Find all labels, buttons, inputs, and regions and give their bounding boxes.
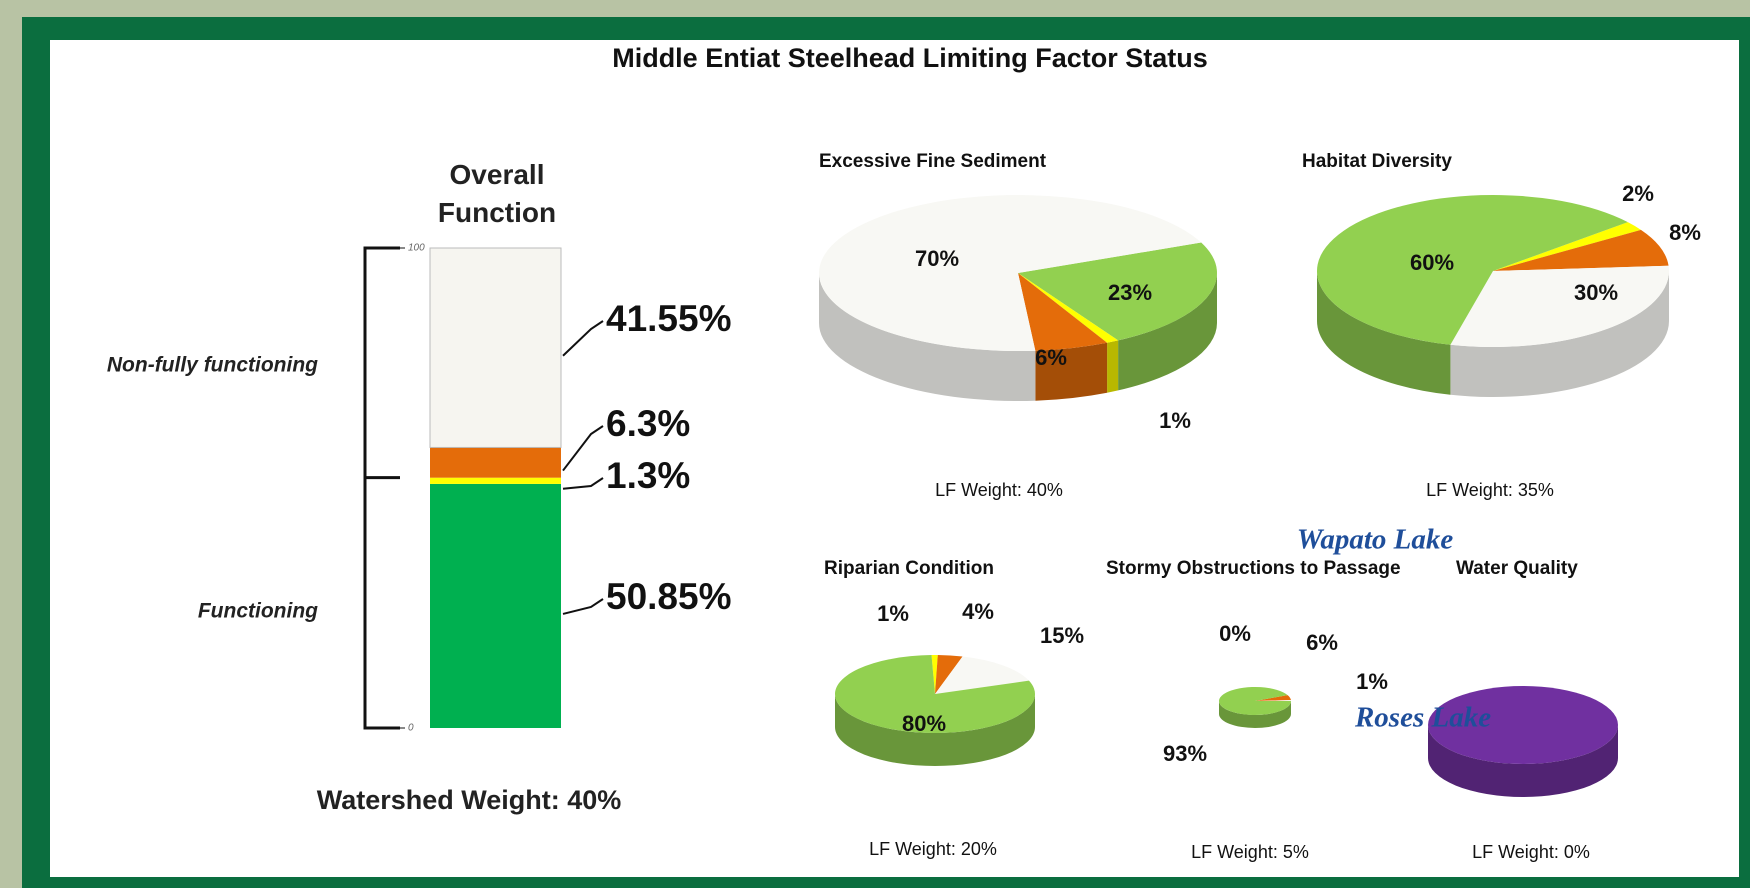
value-label: 0% [1219, 621, 1251, 646]
value-label: 15% [1040, 623, 1084, 648]
pie-side [1118, 273, 1217, 391]
pie-title: Water Quality [1456, 558, 1578, 579]
pie-side [1035, 342, 1108, 401]
value-label: 1.3% [606, 455, 690, 496]
bar-segment [430, 447, 561, 478]
pie-slice [935, 655, 963, 694]
value-label: 30% [1574, 280, 1618, 305]
pie-side [1428, 725, 1618, 797]
pie-slice [1018, 273, 1119, 343]
map-label: Wapato Lake [1297, 524, 1454, 556]
leader-line [562, 425, 604, 472]
bracket [363, 246, 400, 730]
pie-side [1107, 340, 1119, 393]
bar-segment [430, 477, 561, 484]
value-label: 60% [1410, 250, 1454, 275]
annotation: Non-fully functioning [107, 354, 318, 377]
value-label: 6.3% [606, 403, 690, 444]
pie-slice [1450, 265, 1669, 347]
pie-slice [1255, 695, 1291, 701]
value-label: 1% [1159, 408, 1191, 433]
y-tick-label: 100 [408, 243, 425, 254]
value-label: 70% [915, 246, 959, 271]
pie-slice [834, 655, 1035, 733]
value-label: 23% [1108, 280, 1152, 305]
pie-slice [1493, 229, 1669, 271]
leader-line [562, 598, 604, 615]
footnote: LF Weight: 5% [1191, 842, 1309, 862]
bar-segment [430, 483, 561, 728]
annotation: Functioning [198, 600, 318, 623]
value-label: 1% [877, 601, 909, 626]
pie-side [835, 694, 1035, 766]
bar-title: Overall Function [437, 159, 557, 228]
value-label: 80% [902, 711, 946, 736]
pie-slice [1218, 687, 1291, 716]
pie-side [1317, 271, 1451, 395]
pie-title: Stormy Obstructions to Passage [1106, 558, 1401, 579]
pie-slice [1428, 686, 1618, 764]
page-title: Middle Entiat Steelhead Limiting Factor … [612, 43, 1208, 73]
pie-side [1450, 271, 1669, 397]
pie-side [1219, 701, 1291, 728]
footnote: LF Weight: 35% [1426, 480, 1554, 500]
pie-slice [818, 195, 1202, 352]
bar-segment [429, 247, 562, 448]
value-label: 93% [1163, 741, 1207, 766]
leader-line [562, 320, 604, 357]
pie-slice [1317, 195, 1628, 345]
footnote: Watershed Weight: 40% [317, 785, 622, 815]
value-label: 6% [1035, 345, 1067, 370]
y-tick-label: 0 [408, 723, 414, 734]
value-label: 2% [1622, 181, 1654, 206]
pie-side [819, 273, 1036, 401]
pie-slice [1493, 222, 1641, 271]
pie-slice [1255, 700, 1291, 702]
pie-slice [931, 655, 938, 694]
pie-slice [935, 656, 1029, 694]
pie-slice [1018, 273, 1108, 351]
value-label: 1% [1356, 669, 1388, 694]
leader-line [562, 477, 604, 490]
pie-title: Excessive Fine Sediment [819, 151, 1047, 172]
value-label: 6% [1306, 630, 1338, 655]
value-label: 8% [1669, 220, 1701, 245]
footnote: LF Weight: 40% [935, 480, 1063, 500]
pie-slice [1018, 242, 1217, 341]
pie-title: Riparian Condition [824, 558, 994, 579]
pie-title: Habitat Diversity [1302, 151, 1452, 172]
map-label: Roses Lake [1354, 702, 1491, 734]
value-label: 50.85% [606, 576, 732, 617]
value-label: 41.55% [606, 298, 732, 339]
footnote: LF Weight: 20% [869, 839, 997, 859]
value-label: 4% [962, 599, 994, 624]
footnote: LF Weight: 0% [1472, 842, 1590, 862]
